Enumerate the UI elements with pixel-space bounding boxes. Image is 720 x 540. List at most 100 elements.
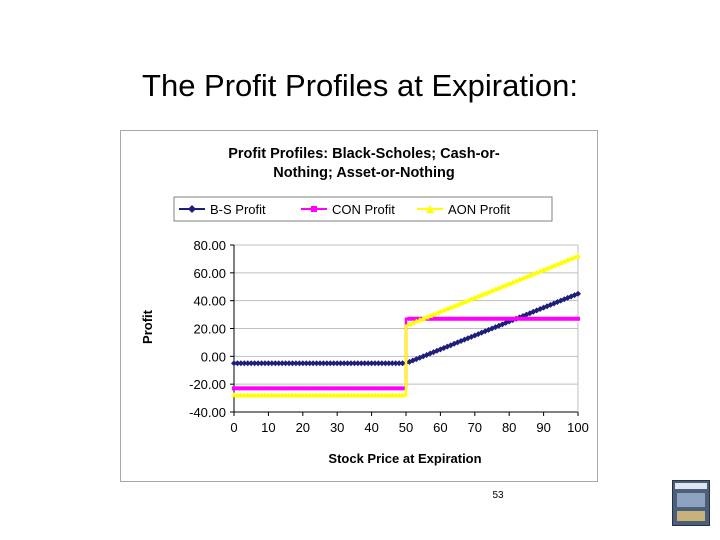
series-con-marker [465, 316, 470, 321]
series-con-marker [545, 316, 550, 321]
y-tick-label: 80.00 [193, 238, 226, 253]
series-bs-marker [420, 353, 427, 360]
series-con-marker [524, 316, 529, 321]
y-tick-labels: 80.00 60.00 40.00 20.00 0.00 -20.00 -40.00 [189, 238, 226, 420]
series-con-marker [321, 386, 326, 391]
series-con-marker [318, 386, 322, 391]
series-bs-marker [354, 360, 361, 367]
series-aon-marker [550, 262, 557, 268]
series-aon-marker [454, 301, 461, 307]
series-bs-marker [471, 332, 478, 339]
series-aon-marker [502, 282, 509, 288]
series-aon-marker [451, 303, 458, 309]
series-bs-marker [475, 331, 482, 338]
series-con-marker [390, 386, 395, 391]
series-con-marker [438, 316, 443, 321]
legend-bs-label: B-S Profit [210, 202, 266, 217]
series-aon-marker [492, 286, 499, 292]
series-aon-marker [537, 268, 544, 274]
x-tick-label: 70 [468, 420, 482, 435]
series-con-marker [355, 386, 360, 391]
series-bs-marker [372, 360, 379, 367]
series-con-marker [558, 316, 563, 321]
series-con-marker [448, 316, 453, 321]
series-con-marker [493, 316, 498, 321]
x-tick-label: 0 [230, 420, 237, 435]
series-con-marker [245, 386, 250, 391]
book-cover-footer [677, 511, 705, 521]
series-bs-marker [427, 350, 434, 357]
series-con-marker [256, 386, 261, 391]
series-aon-marker [409, 319, 416, 325]
series-con-marker [407, 316, 412, 321]
series-bs-marker [231, 360, 237, 367]
series-bs-marker [327, 360, 334, 367]
series-con-marker [342, 386, 347, 391]
y-tick-label: -20.00 [189, 377, 226, 392]
series-bs-marker [282, 360, 289, 367]
series-aon-marker [571, 254, 578, 260]
series-aon-marker [458, 300, 465, 306]
y-tick-label: -40.00 [189, 405, 226, 420]
series-con-marker [235, 386, 240, 391]
series-con-marker [393, 386, 398, 391]
series-aon-marker [406, 321, 413, 327]
series-aon-marker [533, 269, 540, 275]
series-aon-marker [506, 280, 513, 286]
series-aon-marker [433, 310, 440, 316]
series-bs-marker [234, 360, 241, 367]
series-aon-marker [540, 267, 547, 273]
legend-con-label: CON Profit [332, 202, 395, 217]
series-con-marker [280, 386, 285, 391]
series-aon-marker [547, 264, 554, 270]
x-tick-label: 30 [330, 420, 344, 435]
series-con-marker [232, 386, 236, 391]
series-con-marker [565, 316, 570, 321]
series-con-marker [452, 316, 457, 321]
series-con-marker [455, 316, 460, 321]
axes [230, 244, 579, 416]
series-con-marker [534, 316, 539, 321]
series-con-marker [472, 316, 477, 321]
series-bs-marker [530, 308, 537, 315]
series-con-marker [527, 316, 532, 321]
series-bs-marker [482, 328, 489, 335]
series-con-marker [259, 386, 264, 391]
series-con-marker [273, 386, 278, 391]
series-aon-marker [468, 296, 475, 302]
series-aon-marker [564, 257, 571, 263]
series-bs-marker [272, 360, 279, 367]
series-aon-marker [554, 261, 561, 267]
series-con-marker [434, 316, 439, 321]
series-con-marker [386, 386, 391, 391]
series-aon-marker [471, 294, 478, 300]
series-con-marker [238, 386, 243, 391]
series-bs-marker [258, 360, 265, 367]
series-con-marker [345, 386, 350, 391]
series-bs-marker [330, 360, 337, 367]
series-bs-marker [268, 360, 275, 367]
legend-bs-marker [188, 205, 196, 213]
series-con-marker [324, 386, 329, 391]
series-aon-marker [561, 258, 568, 264]
series-con-marker [379, 386, 384, 391]
series-bs-marker [265, 360, 272, 367]
series-aon-marker [447, 304, 454, 310]
series-bs-marker [361, 360, 368, 367]
series-bs-marker [310, 360, 317, 367]
series-bs-marker [382, 360, 389, 367]
chart-title-line-2: Nothing; Asset-or-Nothing [273, 165, 454, 181]
series-con-marker [538, 316, 543, 321]
series-con-marker [290, 386, 295, 391]
series-bs-marker [368, 360, 375, 367]
series-con-marker [428, 316, 433, 321]
series-con-marker [359, 386, 364, 391]
series-aon-marker [437, 308, 444, 314]
y-tick-label: 40.00 [193, 294, 226, 309]
series-con-marker [366, 386, 371, 391]
series-con-marker [410, 316, 415, 321]
x-tick-label: 80 [502, 420, 516, 435]
series-bs-marker [389, 360, 396, 367]
series-con-marker [287, 386, 292, 391]
series-aon-marker [430, 311, 437, 317]
